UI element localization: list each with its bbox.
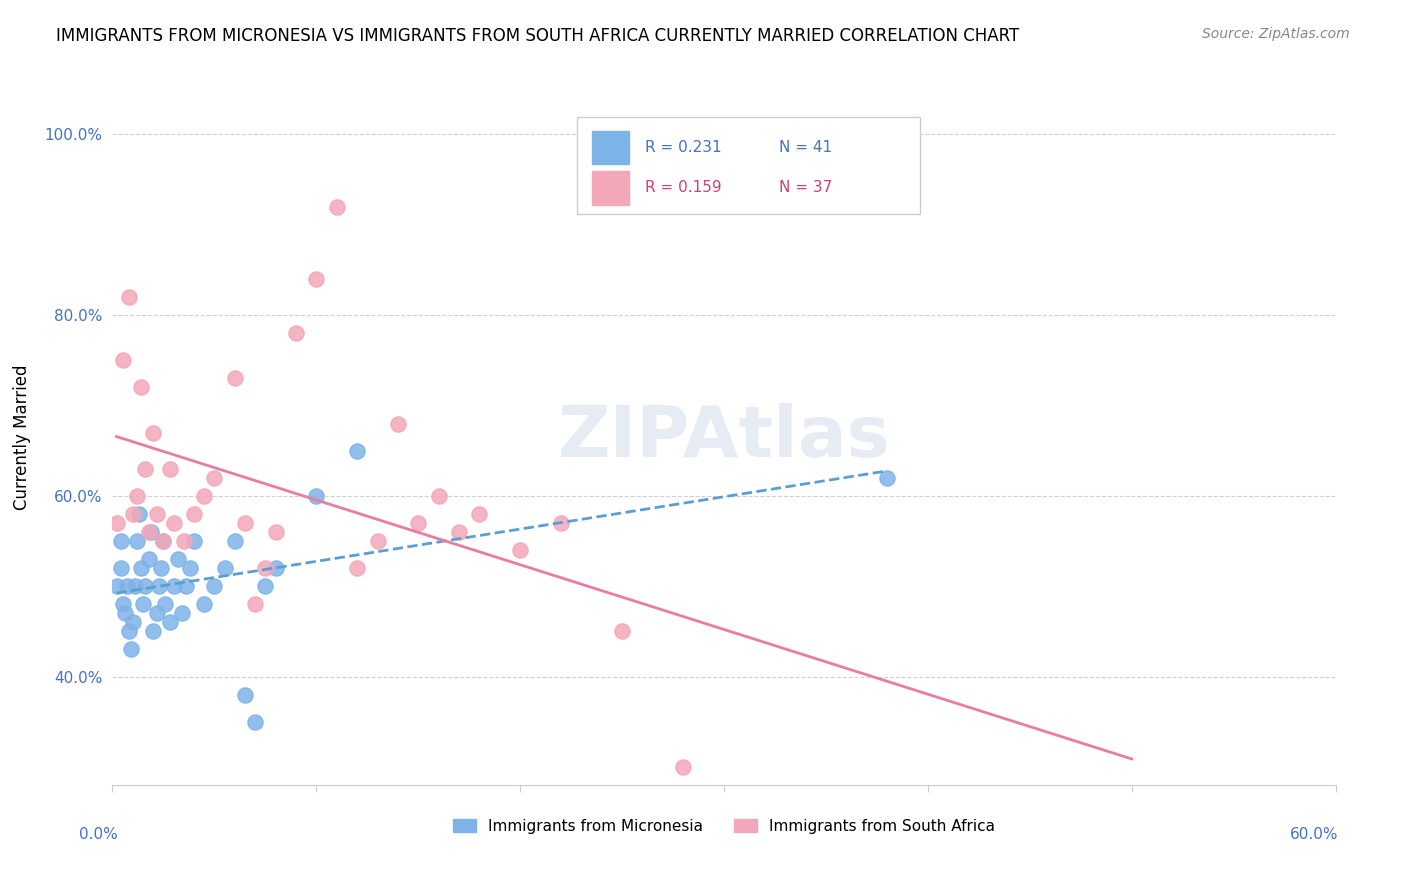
Text: ZIPAtlas: ZIPAtlas [558,402,890,472]
Point [138,552,160,566]
Point [204,579,226,593]
Point [204,471,226,485]
Point [146,507,169,521]
Point [115,579,138,593]
Point [125,489,148,503]
Point [366,533,388,548]
Point [166,552,188,566]
Point [125,533,148,548]
Point [148,579,170,593]
Text: N = 37: N = 37 [779,180,832,195]
Point [138,524,160,539]
Point [111,597,134,611]
Point [129,561,152,575]
Text: Source: ZipAtlas.com: Source: ZipAtlas.com [1202,27,1350,41]
Point [183,507,205,521]
Point [122,507,145,521]
Point [233,688,256,702]
FancyBboxPatch shape [578,117,920,214]
Point [129,380,152,394]
Point [118,290,141,304]
Point [305,272,328,286]
Point [120,642,142,657]
Point [193,489,215,503]
Point [110,533,132,548]
Text: 0.0%: 0.0% [79,827,118,841]
Point [1121,805,1143,819]
Point [128,507,150,521]
Point [159,461,181,475]
Point [672,760,695,774]
Point [346,561,368,575]
Point [264,524,287,539]
Point [174,579,197,593]
Point [155,597,177,611]
Point [346,443,368,458]
Point [152,533,174,548]
FancyBboxPatch shape [592,171,628,204]
Point [264,561,287,575]
Point [118,624,141,639]
Point [124,579,146,593]
Point [408,516,430,530]
Point [876,471,898,485]
Point [183,533,205,548]
Point [111,353,134,368]
Point [193,597,215,611]
Point [134,461,156,475]
Point [122,615,145,630]
Point [326,200,349,214]
Point [173,533,195,548]
Y-axis label: Currently Married: Currently Married [13,364,31,510]
Point [468,507,491,521]
Point [132,597,155,611]
Text: 60.0%: 60.0% [1291,827,1339,841]
Point [550,516,572,530]
Point [170,607,193,621]
Text: IMMIGRANTS FROM MICRONESIA VS IMMIGRANTS FROM SOUTH AFRICA CURRENTLY MARRIED COR: IMMIGRANTS FROM MICRONESIA VS IMMIGRANTS… [56,27,1019,45]
Point [114,607,136,621]
Point [105,516,128,530]
Point [150,561,173,575]
Text: R = 0.159: R = 0.159 [644,180,721,195]
Point [224,371,246,385]
Point [245,714,267,729]
Point [387,417,409,431]
Point [142,624,165,639]
Point [427,489,450,503]
Point [509,543,531,558]
Point [233,516,256,530]
Text: R = 0.231: R = 0.231 [644,140,721,155]
Point [146,607,169,621]
Point [142,425,165,440]
Point [254,579,277,593]
Point [152,533,174,548]
FancyBboxPatch shape [592,131,628,164]
Legend: Immigrants from Micronesia, Immigrants from South Africa: Immigrants from Micronesia, Immigrants f… [447,813,1001,840]
Point [163,516,186,530]
Point [105,579,128,593]
Point [254,561,277,575]
Point [214,561,236,575]
Point [110,561,132,575]
Point [159,615,181,630]
Point [245,597,267,611]
Point [141,524,163,539]
Point [179,561,201,575]
Point [284,326,308,341]
Point [447,524,470,539]
Point [163,579,186,593]
Point [224,533,246,548]
Point [610,624,633,639]
Point [134,579,156,593]
Point [305,489,328,503]
Text: N = 41: N = 41 [779,140,832,155]
